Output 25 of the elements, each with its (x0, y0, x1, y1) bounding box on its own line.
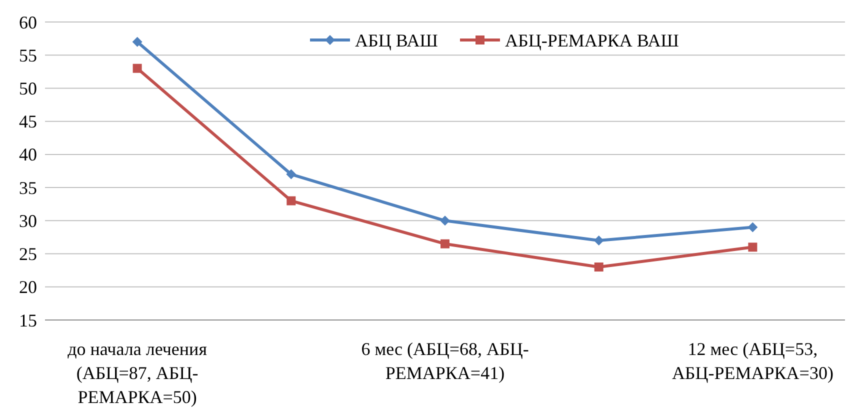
point (748, 242, 758, 252)
y-tick-label: 35 (19, 178, 37, 198)
y-tick-label: 45 (19, 112, 37, 132)
x-tick-label: до начала лечения (АБЦ=87, АБЦ-РЕМАРКА=50) (68, 339, 207, 407)
point (286, 169, 296, 180)
point (440, 216, 450, 226)
y-tick-label: 15 (19, 310, 37, 330)
point (132, 64, 142, 73)
point (748, 222, 758, 232)
y-tick-label: 50 (19, 78, 37, 99)
y-tick-label: 25 (19, 244, 37, 264)
y-tick-label: 60 (19, 12, 37, 32)
y-tick-label: 40 (19, 144, 37, 165)
point (286, 196, 296, 206)
point (132, 36, 142, 47)
legend-label: АБЦ ВАШ (355, 30, 438, 50)
x-tick-label: 12 мес (АБЦ=53, АБЦ-РЕМАРКА=30) (672, 339, 834, 383)
y-tick-label: 20 (19, 277, 37, 298)
y-tick-label: 30 (19, 210, 37, 231)
legend-label: АБЦ-РЕМАРКА ВАШ (505, 30, 679, 50)
x-tick-label: 6 мес (АБЦ=68, АБЦ-РЕМАРКА=41) (361, 339, 529, 383)
point (594, 262, 604, 272)
y-tick-label: 55 (19, 45, 37, 66)
point (440, 239, 450, 248)
point (594, 236, 604, 246)
